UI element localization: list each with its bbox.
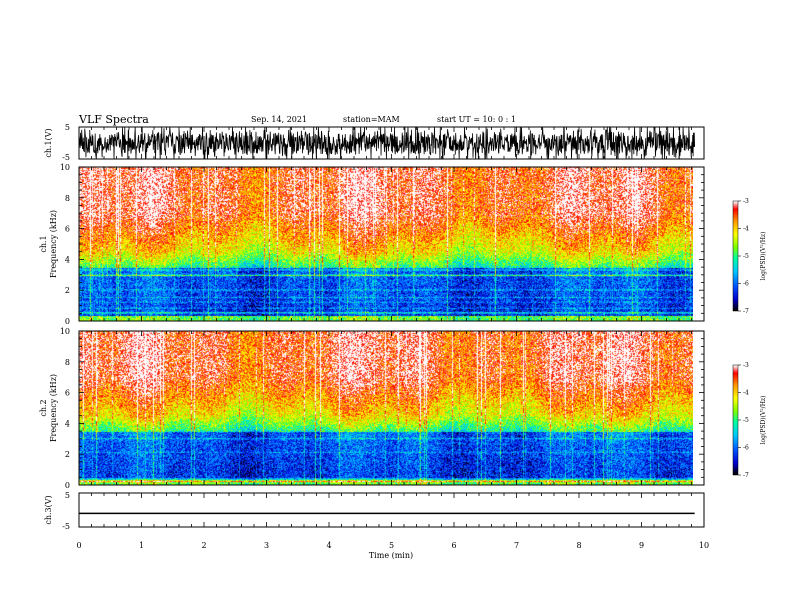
date-label: Sep. 14, 2021 xyxy=(251,115,307,124)
frequency-tick-label: 2 xyxy=(65,286,70,295)
time-tick-label: 6 xyxy=(451,541,456,550)
ch2-colorbar-label: log(PSD)(V²/Hz) xyxy=(760,396,767,445)
ch1-ytick-bottom: -5 xyxy=(62,153,70,162)
frequency-tick-label: 4 xyxy=(65,255,70,264)
time-axis-tick-labels: 0 1 2 3 4 5 6 7 8 9 10 xyxy=(76,541,709,550)
frequency-tick-label: 10 xyxy=(60,327,70,336)
ch3-ytick-top: 5 xyxy=(65,491,70,500)
ch1-spectrogram-ylabel-frequency: Frequency (kHz) xyxy=(49,210,58,278)
ch3-ytick-bottom: -5 xyxy=(62,522,70,531)
ch1-colorbar-ticks: -3 -4 -5 -6 -7 xyxy=(738,198,749,315)
colorbar-tick-label: -3 xyxy=(743,362,749,369)
ch3-waveform-panel: 5 -5 ch.3(V) xyxy=(44,491,705,531)
colorbar-tick-label: -7 xyxy=(743,472,749,479)
frequency-tick-label: 0 xyxy=(65,317,70,326)
time-tick-label: 0 xyxy=(76,541,81,550)
time-axis-label: Time (min) xyxy=(369,551,413,560)
ch3-waveform-ylabel: ch.3(V) xyxy=(44,495,53,524)
frequency-tick-label: 6 xyxy=(65,389,70,398)
ch1-spectrogram-image xyxy=(79,167,693,321)
ch1-ytick-top: 5 xyxy=(65,123,70,132)
time-tick-label: 1 xyxy=(139,541,144,550)
ch2-spectrogram-ylabel-channel: ch.2 xyxy=(39,399,48,416)
ch1-spectrogram-time-ticks xyxy=(78,167,705,321)
ch1-spectrogram-ylabel-channel: ch.1 xyxy=(39,235,48,252)
colorbar-tick-label: -6 xyxy=(743,281,749,288)
frequency-tick-label: 6 xyxy=(65,225,70,234)
frequency-tick-label: 2 xyxy=(65,450,70,459)
ch1-waveform-trace xyxy=(78,126,696,160)
ch1-waveform-panel: 5 -5 ch.1(V) xyxy=(44,123,705,162)
frequency-tick-label: 10 xyxy=(60,163,70,172)
colorbar-tick-label: -6 xyxy=(743,445,749,452)
ch2-spectrogram-time-ticks xyxy=(78,331,705,485)
start-time-label: start UT = 10: 0 : 1 xyxy=(437,115,516,124)
frequency-tick-label: 0 xyxy=(65,481,70,490)
figure-title: VLF Spectra xyxy=(78,113,149,126)
ch3-waveform-time-ticks xyxy=(78,493,705,527)
time-tick-label: 7 xyxy=(514,541,519,550)
ch1-frequency-ticks: 0 2 4 6 8 10 xyxy=(60,163,704,326)
frequency-tick-label: 8 xyxy=(65,358,70,367)
frequency-tick-label: 4 xyxy=(65,419,70,428)
time-tick-label: 5 xyxy=(389,541,394,550)
colorbar-tick-label: -7 xyxy=(743,308,749,315)
colorbar-tick-label: -5 xyxy=(743,253,749,260)
ch2-spectrogram-ylabel-frequency: Frequency (kHz) xyxy=(49,374,58,442)
frequency-tick-label: 8 xyxy=(65,194,70,203)
time-tick-label: 4 xyxy=(326,541,331,550)
ch2-frequency-ticks: 0 2 4 6 8 10 xyxy=(60,327,704,490)
colorbar-tick-label: -3 xyxy=(743,198,749,205)
colorbar-tick-label: -5 xyxy=(743,417,749,424)
ch3-waveform-frame xyxy=(78,492,705,528)
time-tick-label: 10 xyxy=(699,541,709,550)
station-label: station=MAM xyxy=(343,115,400,124)
ch1-colorbar-gradient xyxy=(733,201,738,311)
time-tick-label: 9 xyxy=(639,541,644,550)
ch1-waveform-time-ticks xyxy=(78,127,705,159)
time-tick-label: 3 xyxy=(264,541,269,550)
time-tick-label: 2 xyxy=(201,541,206,550)
ch1-waveform-ylabel: ch.1(V) xyxy=(44,128,53,157)
ch2-colorbar-gradient xyxy=(733,365,738,475)
colorbar-tick-label: -4 xyxy=(743,226,749,233)
colorbar-tick-label: -4 xyxy=(743,390,749,397)
time-tick-label: 8 xyxy=(576,541,581,550)
ch2-colorbar-ticks: -3 -4 -5 -6 -7 xyxy=(738,362,749,479)
ch1-colorbar-label: log(PSD)(V²/Hz) xyxy=(760,232,767,281)
ch2-spectrogram-image xyxy=(79,331,693,485)
